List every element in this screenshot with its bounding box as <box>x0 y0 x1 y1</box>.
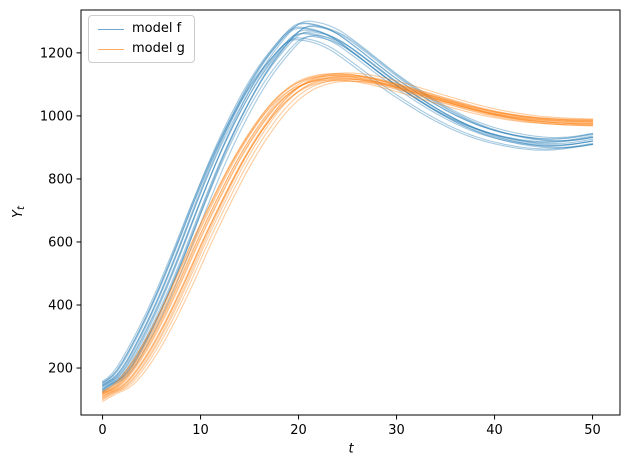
legend-line-sample-1 <box>98 48 124 50</box>
x-tick-label-5: 50 <box>584 423 601 438</box>
y-axis-label: Yt <box>11 206 27 218</box>
legend-line-sample-0 <box>98 28 124 30</box>
y-axis-label-subscript: t <box>16 206 27 210</box>
x-tick-label-4: 40 <box>486 423 503 438</box>
legend-item-1: model g <box>98 41 185 57</box>
trajectory-model-g-9 <box>102 73 594 394</box>
y-tick-label-1: 400 <box>48 299 73 314</box>
trajectory-model-g-0 <box>102 78 594 401</box>
axes-frame <box>80 9 621 416</box>
trajectory-model-f-14 <box>102 39 594 382</box>
trajectory-model-g-10 <box>102 78 594 398</box>
legend-item-0: model f <box>98 21 185 37</box>
trajectory-model-g-12 <box>102 74 594 395</box>
x-axis-label: t <box>348 441 354 457</box>
trajectory-model-g-14 <box>102 80 594 402</box>
y-tick-label-0: 200 <box>48 362 73 377</box>
trajectory-model-f-13 <box>102 26 594 384</box>
x-tick-label-3: 30 <box>388 423 405 438</box>
trajectory-model-g-6 <box>102 75 594 393</box>
trajectory-model-f-4 <box>102 23 594 387</box>
trajectory-model-f-6 <box>102 20 594 389</box>
trajectory-model-f-10 <box>102 32 594 387</box>
trajectory-model-g-3 <box>102 77 594 394</box>
legend-label-0: model f <box>132 21 182 36</box>
x-tick-label-2: 20 <box>290 423 307 438</box>
y-axis-label-base: Y <box>11 209 26 218</box>
x-tick-label-1: 10 <box>192 423 209 438</box>
y-tick-label-4: 1000 <box>40 109 73 124</box>
trajectory-model-f-12 <box>102 35 594 391</box>
trajectory-model-f-1 <box>102 25 594 392</box>
legend: model f model g <box>88 15 195 63</box>
trajectory-model-f-2 <box>102 31 594 390</box>
y-tick-label-3: 800 <box>48 172 73 187</box>
trajectory-model-f-3 <box>102 29 594 388</box>
trajectory-model-g-7 <box>102 72 594 399</box>
trajectory-model-g-5 <box>102 80 594 397</box>
trajectory-model-g-8 <box>102 77 594 395</box>
trajectory-model-g-11 <box>102 79 594 392</box>
trajectory-model-f-9 <box>102 25 594 392</box>
trajectory-model-f-11 <box>102 22 594 386</box>
trajectory-model-f-8 <box>102 37 594 383</box>
trajectory-model-g-4 <box>102 73 594 393</box>
y-tick-label-2: 600 <box>48 235 73 250</box>
trajectory-model-g-1 <box>102 74 594 398</box>
trajectory-model-f-5 <box>102 33 594 385</box>
trajectory-model-g-13 <box>102 75 594 400</box>
y-tick-label-5: 1200 <box>40 46 73 61</box>
trajectory-model-f-7 <box>102 27 594 384</box>
legend-label-1: model g <box>132 41 185 56</box>
trajectory-model-g-2 <box>102 76 594 396</box>
x-tick-label-0: 0 <box>98 423 106 438</box>
trajectory-model-f-0 <box>102 34 594 394</box>
